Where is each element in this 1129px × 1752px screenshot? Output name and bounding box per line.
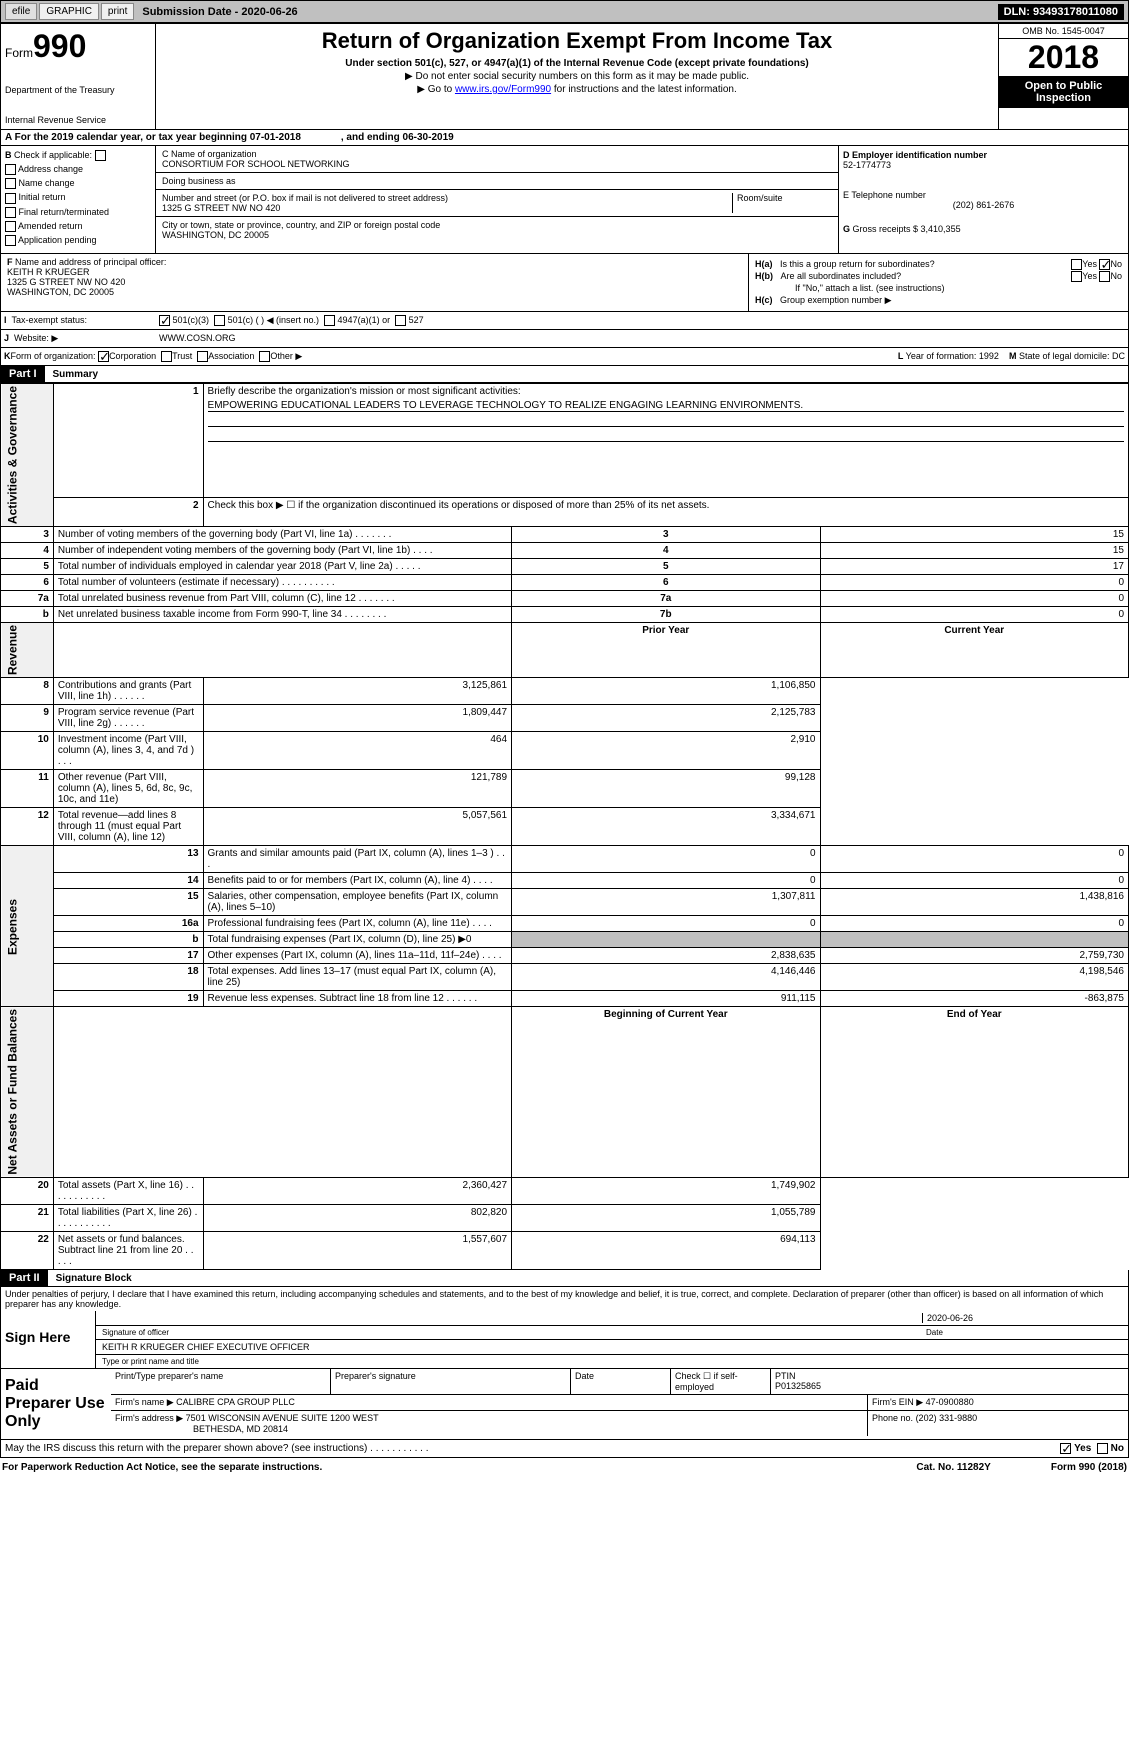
discuss-row: May the IRS discuss this return with the… bbox=[0, 1440, 1129, 1458]
instruction-2: ▶ Go to www.irs.gov/Form990 for instruct… bbox=[160, 84, 994, 95]
top-bar: efile GRAPHIC print Submission Date - 20… bbox=[0, 0, 1129, 23]
table-row: bNet unrelated business taxable income f… bbox=[1, 607, 1129, 623]
form-number: 990 bbox=[33, 28, 86, 64]
table-row: 16aProfessional fundraising fees (Part I… bbox=[1, 916, 1129, 932]
table-row: 4Number of independent voting members of… bbox=[1, 543, 1129, 559]
form-label: Form bbox=[5, 46, 33, 60]
city-label: City or town, state or province, country… bbox=[162, 220, 440, 230]
tax-year: 2018 bbox=[999, 39, 1128, 76]
check-item: Initial return bbox=[5, 192, 151, 203]
check-item: Amended return bbox=[5, 221, 151, 232]
row-f-h: F Name and address of principal officer:… bbox=[0, 254, 1129, 312]
column-b: B Check if applicable: Address change Na… bbox=[1, 146, 156, 253]
telephone: (202) 861-2676 bbox=[843, 200, 1124, 210]
officer-sig: KEITH R KRUEGER CHIEF EXECUTIVE OFFICER bbox=[102, 1342, 310, 1352]
instruction-1: ▶ Do not enter social security numbers o… bbox=[160, 71, 994, 82]
firm-name: CALIBRE CPA GROUP PLLC bbox=[176, 1397, 295, 1407]
firm-addr: 7501 WISCONSIN AVENUE SUITE 1200 WEST bbox=[186, 1413, 379, 1423]
gross-receipts: Gross receipts $ 3,410,355 bbox=[850, 224, 961, 234]
part-1-header: Part ISummary bbox=[0, 366, 1129, 383]
table-row: 7aTotal unrelated business revenue from … bbox=[1, 591, 1129, 607]
officer-city: WASHINGTON, DC 20005 bbox=[7, 287, 742, 297]
table-row: 20Total assets (Part X, line 16) . . . .… bbox=[1, 1177, 1129, 1204]
part-2-header: Part IISignature Block bbox=[0, 1270, 1129, 1287]
addr-label: Number and street (or P.O. box if mail i… bbox=[162, 193, 732, 203]
table-row: 18Total expenses. Add lines 13–17 (must … bbox=[1, 964, 1129, 991]
table-row: 17Other expenses (Part IX, column (A), l… bbox=[1, 948, 1129, 964]
ptin: P01325865 bbox=[775, 1381, 1124, 1391]
firm-phone: (202) 331-9880 bbox=[916, 1413, 978, 1423]
preparer-section: Paid Preparer Use Only Print/Type prepar… bbox=[0, 1369, 1129, 1440]
table-row: 11Other revenue (Part VIII, column (A), … bbox=[1, 770, 1129, 808]
side-revenue: Revenue bbox=[1, 623, 54, 678]
footer: For Paperwork Reduction Act Notice, see … bbox=[0, 1458, 1129, 1477]
signature-section: Under penalties of perjury, I declare th… bbox=[0, 1287, 1129, 1369]
table-row: Expenses13Grants and similar amounts pai… bbox=[1, 846, 1129, 873]
mission: EMPOWERING EDUCATIONAL LEADERS TO LEVERA… bbox=[208, 400, 1124, 412]
irs-label: Internal Revenue Service bbox=[5, 115, 151, 125]
website: WWW.COSN.ORG bbox=[156, 330, 1128, 347]
table-row: 14Benefits paid to or for members (Part … bbox=[1, 873, 1129, 889]
table-row: 6Total number of volunteers (estimate if… bbox=[1, 575, 1129, 591]
table-row: 5Total number of individuals employed in… bbox=[1, 559, 1129, 575]
address: 1325 G STREET NW NO 420 bbox=[162, 203, 732, 213]
check-item: Application pending bbox=[5, 235, 151, 246]
room-label: Room/suite bbox=[732, 193, 832, 213]
column-d: D Employer identification number 52-1774… bbox=[838, 146, 1128, 253]
column-c: C Name of organizationCONSORTIUM FOR SCH… bbox=[156, 146, 838, 253]
table-row: 10Investment income (Part VIII, column (… bbox=[1, 732, 1129, 770]
irs-link[interactable]: www.irs.gov/Form990 bbox=[455, 84, 551, 95]
check-item: Name change bbox=[5, 178, 151, 189]
graphic-button[interactable]: GRAPHIC bbox=[39, 3, 99, 20]
table-row: 19Revenue less expenses. Subtract line 1… bbox=[1, 991, 1129, 1007]
ein-label: D Employer identification number bbox=[843, 150, 1124, 160]
table-row: 22Net assets or fund balances. Subtract … bbox=[1, 1231, 1129, 1269]
officer-addr: 1325 G STREET NW NO 420 bbox=[7, 277, 742, 287]
city: WASHINGTON, DC 20005 bbox=[162, 230, 440, 240]
table-row: bTotal fundraising expenses (Part IX, co… bbox=[1, 932, 1129, 948]
row-a: A For the 2019 calendar year, or tax yea… bbox=[0, 130, 1129, 146]
print-button[interactable]: print bbox=[101, 3, 134, 20]
omb-number: OMB No. 1545-0047 bbox=[999, 24, 1128, 39]
perjury-text: Under penalties of perjury, I declare th… bbox=[1, 1287, 1128, 1311]
side-activities: Activities & Governance bbox=[1, 384, 54, 527]
section-b-c-d: B Check if applicable: Address change Na… bbox=[0, 146, 1129, 254]
open-public: Open to Public Inspection bbox=[999, 76, 1128, 108]
row-i: I Tax-exempt status: 501(c)(3) 501(c) ( … bbox=[0, 312, 1129, 330]
dept-label: Department of the Treasury bbox=[5, 85, 151, 95]
table-row: 15Salaries, other compensation, employee… bbox=[1, 889, 1129, 916]
paid-preparer-label: Paid Preparer Use Only bbox=[1, 1369, 111, 1439]
table-row: 9Program service revenue (Part VIII, lin… bbox=[1, 705, 1129, 732]
dba-label: Doing business as bbox=[162, 176, 236, 186]
table-row: 21Total liabilities (Part X, line 26) . … bbox=[1, 1204, 1129, 1231]
row-j: J Website: ▶ WWW.COSN.ORG bbox=[0, 330, 1129, 348]
org-name-label: C Name of organization bbox=[162, 149, 832, 159]
firm-ein: 47-0900880 bbox=[926, 1397, 974, 1407]
efile-button[interactable]: efile bbox=[5, 3, 37, 20]
summary-table: Activities & Governance 1 Briefly descri… bbox=[0, 383, 1129, 1270]
submission-date-label: Submission Date - 2020-06-26 bbox=[142, 6, 297, 18]
form-header: Form990 Department of the Treasury Inter… bbox=[0, 23, 1129, 130]
table-row: 3Number of voting members of the governi… bbox=[1, 527, 1129, 543]
ein: 52-1774773 bbox=[843, 160, 1124, 170]
check-item: Address change bbox=[5, 164, 151, 175]
row-k: K Form of organization: Corporation Trus… bbox=[0, 348, 1129, 366]
sign-here-label: Sign Here bbox=[1, 1311, 96, 1368]
tel-label: E Telephone number bbox=[843, 190, 1124, 200]
table-row: 8Contributions and grants (Part VIII, li… bbox=[1, 678, 1129, 705]
side-netassets: Net Assets or Fund Balances bbox=[1, 1007, 54, 1178]
form-title: Return of Organization Exempt From Incom… bbox=[160, 28, 994, 54]
check-item: Final return/terminated bbox=[5, 207, 151, 218]
dln-label: DLN: 93493178011080 bbox=[998, 4, 1124, 20]
table-row: 12Total revenue—add lines 8 through 11 (… bbox=[1, 808, 1129, 846]
org-name: CONSORTIUM FOR SCHOOL NETWORKING bbox=[162, 159, 832, 169]
officer-name: KEITH R KRUEGER bbox=[7, 267, 742, 277]
side-expenses: Expenses bbox=[1, 846, 54, 1007]
form-subtitle: Under section 501(c), 527, or 4947(a)(1)… bbox=[160, 58, 994, 69]
